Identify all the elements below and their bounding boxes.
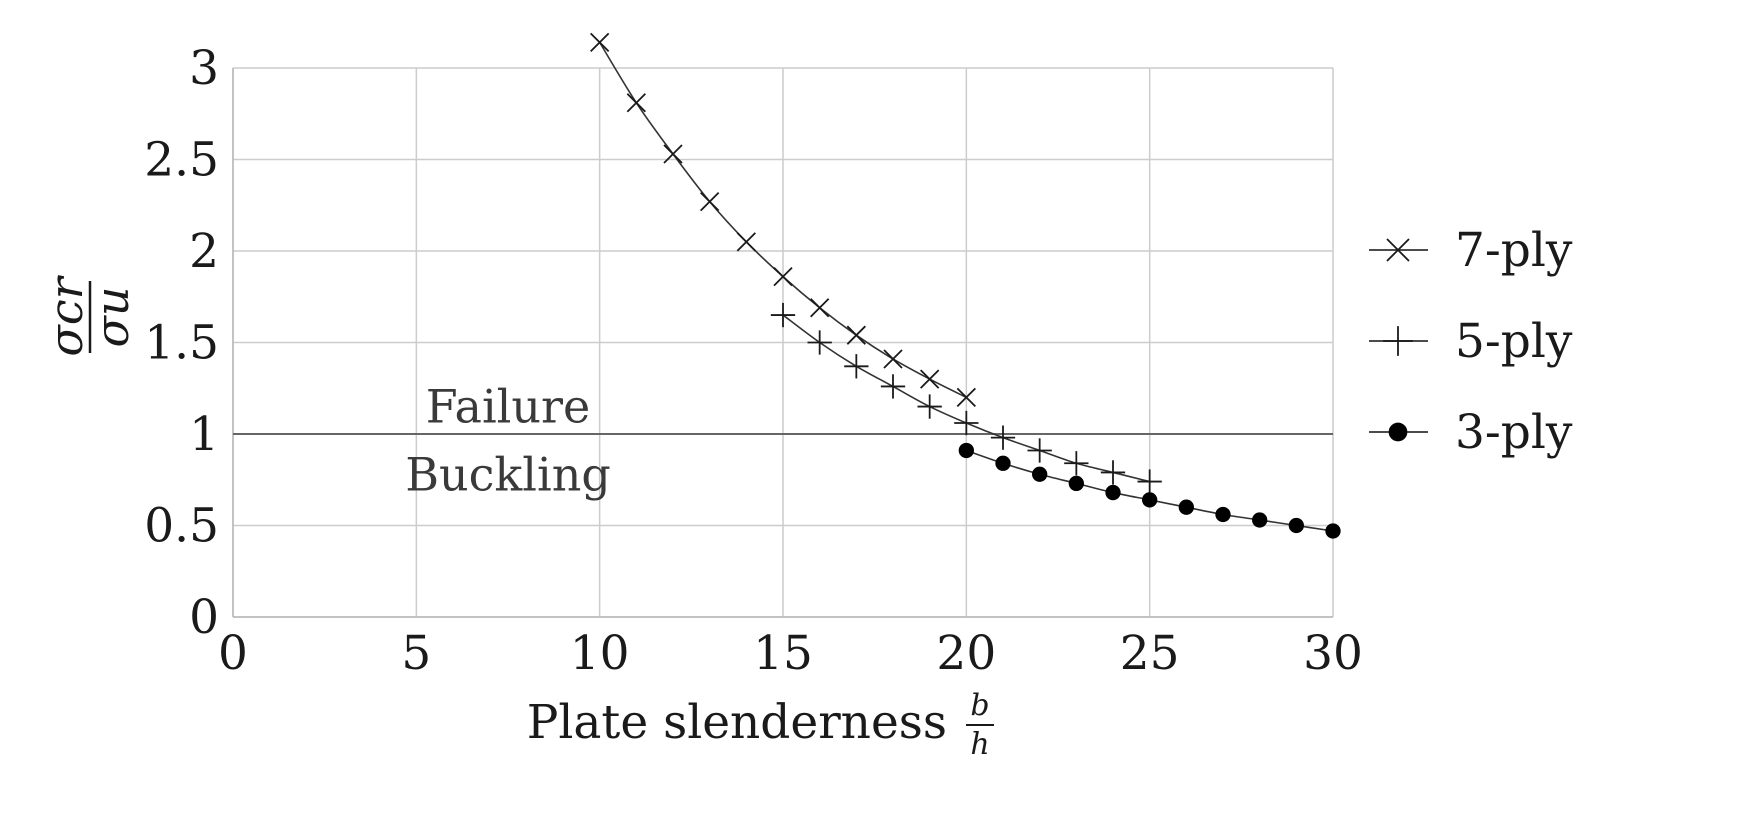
x-tick-label: 20 [936,626,996,681]
legend-label-3-ply: 3-ply [1455,405,1573,460]
y-tick-label: 3 [189,41,219,96]
x-tick-label: 5 [401,626,431,681]
marker-7-ply-stroke-b [810,298,830,318]
data-point-3-ply [1178,499,1194,515]
marker-7-ply-stroke-b [846,325,866,345]
y-axis-label-numerator: σcr [39,274,93,356]
data-point-7-ply [626,93,646,113]
data-point-7-ply [590,32,610,53]
marker-7-ply-stroke-b [956,387,976,408]
marker-3-ply-dot [1252,512,1268,528]
y-axis-label: σcr σu [39,274,139,356]
marker-7-ply-stroke-b [590,32,610,53]
data-point-5-ply [770,302,796,328]
y-axis-label-denominator: σu [85,286,139,347]
legend-marker-7-ply-stroke-b [1386,238,1410,262]
data-point-5-ply [917,394,942,419]
marker-3-ply-dot [1032,466,1048,482]
data-point-5-ply [1064,451,1089,476]
legend-swatch-7-ply [1369,238,1428,262]
grid [232,67,1334,618]
marker-3-ply-dot [1325,523,1341,539]
data-point-5-ply [990,425,1016,450]
marker-3-ply-dot [1215,506,1231,523]
legend-label-7-ply: 7-ply [1455,223,1573,278]
marker-3-ply-dot [1142,492,1158,508]
series-7-ply [590,32,976,408]
series-3-ply [958,442,1341,539]
data-point-7-ply [773,266,793,287]
data-point-7-ply [810,298,830,318]
marker-3-ply-dot [1178,499,1194,515]
legend-swatch-5-ply [1369,326,1428,356]
data-point-7-ply [846,325,866,345]
data-point-3-ply [1288,517,1304,534]
x-axis-label: Plate slenderness b h [527,688,994,762]
annotations: Failure Buckling [405,380,611,502]
annotation-buckling: Buckling [405,447,611,501]
annotation-failure: Failure [426,380,590,434]
data-point-5-ply [844,354,869,379]
legend-marker-3-ply-dot [1388,422,1408,442]
axes: 0 5 10 15 20 25 30 0 0.5 1 1.5 2 2.5 3 [144,41,1363,681]
marker-7-ply-stroke-b [700,191,720,212]
legend: 7-ply 5-ply 3-ply [1369,223,1573,460]
y-tick-label: 2 [189,224,219,279]
x-axis-label-denominator: h [970,727,989,762]
data-point-3-ply [1215,506,1231,523]
marker-3-ply-dot [1105,484,1121,501]
data-point-3-ply [1325,523,1341,539]
data-point-3-ply [1252,512,1268,528]
data-point-3-ply [1068,475,1084,492]
marker-7-ply-stroke-b [920,369,940,389]
data-point-7-ply [663,144,683,164]
x-tick-label: 10 [570,626,630,681]
legend-label-5-ply: 5-ply [1455,314,1573,369]
data-point-7-ply [956,387,976,408]
marker-3-ply-dot [1288,517,1304,534]
x-tick-label: 25 [1120,626,1180,681]
x-axis-label-text: Plate slenderness [527,695,947,750]
y-tick-label: 0.5 [144,499,219,554]
marker-7-ply-stroke-b [773,266,793,287]
legend-swatch-3-ply [1369,422,1428,442]
marker-3-ply-dot [958,442,974,459]
data-point-5-ply [807,330,832,355]
y-tick-label: 0 [189,590,219,645]
series-layer [590,32,1341,539]
y-tick-label: 2.5 [144,133,219,188]
x-axis-label-numerator: b [970,688,989,723]
series-5-ply [770,302,1162,494]
data-point-5-ply [1100,460,1126,485]
data-point-7-ply [920,369,940,389]
data-point-3-ply [958,442,974,459]
marker-3-ply-dot [995,455,1011,471]
x-tick-label: 0 [218,626,248,681]
marker-7-ply-stroke-b [736,232,756,252]
data-point-5-ply [1137,469,1162,494]
marker-7-ply-stroke-b [626,93,646,113]
x-tick-label: 15 [753,626,813,681]
marker-7-ply-stroke-b [663,144,683,164]
data-point-5-ply [880,374,906,399]
marker-7-ply-stroke-b [883,349,903,369]
data-point-3-ply [1032,466,1048,482]
data-point-5-ply [1027,438,1052,463]
data-point-5-ply [954,410,979,436]
y-tick-label: 1.5 [144,316,219,371]
data-point-7-ply [883,349,903,369]
data-point-3-ply [1105,484,1121,501]
marker-3-ply-dot [1068,475,1084,492]
y-tick-label: 1 [189,407,219,462]
x-tick-label: 30 [1303,626,1363,681]
data-point-3-ply [1142,492,1158,508]
data-point-7-ply [736,232,756,252]
data-point-7-ply [700,191,720,212]
data-point-3-ply [995,455,1011,471]
